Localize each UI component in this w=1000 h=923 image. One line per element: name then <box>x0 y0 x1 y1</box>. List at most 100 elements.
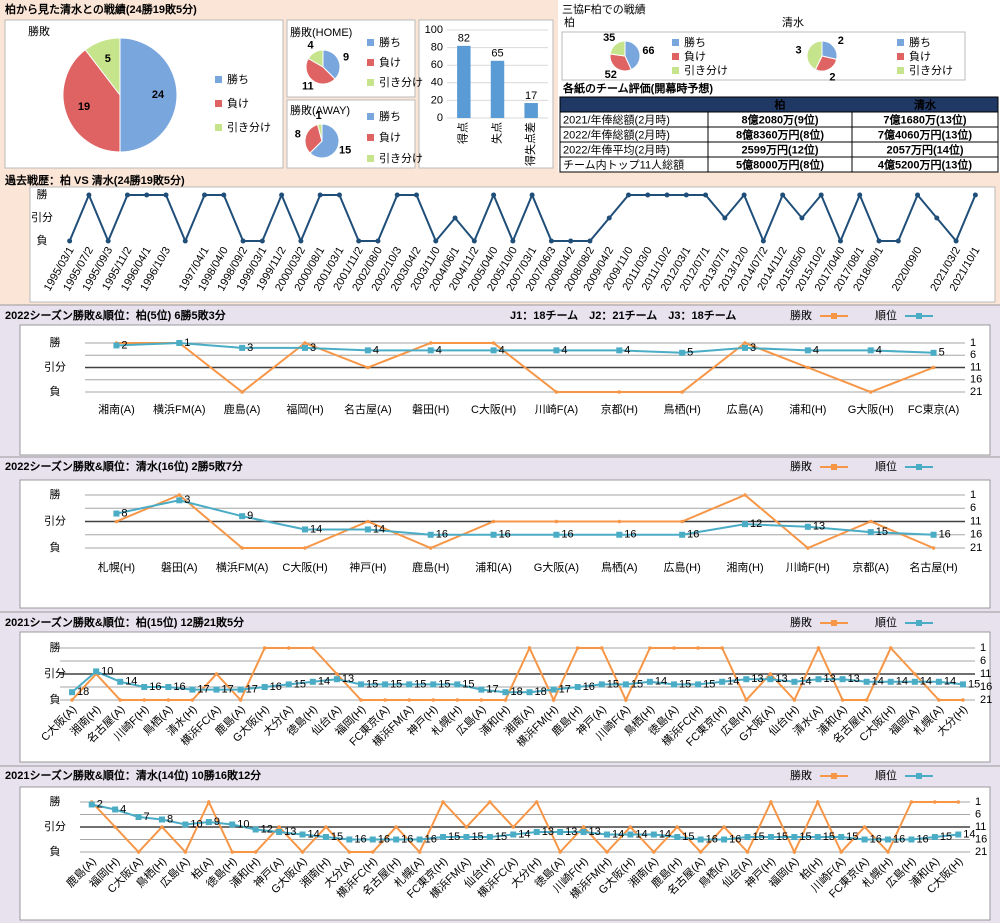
data-label: 15 <box>968 678 980 690</box>
marker <box>743 341 747 345</box>
marker <box>743 493 747 497</box>
marker <box>393 836 400 843</box>
marker <box>955 831 962 838</box>
marker <box>490 531 497 538</box>
data-label: 14 <box>872 676 884 688</box>
marker <box>645 192 651 198</box>
data-label: 15 <box>366 678 378 690</box>
marker <box>953 238 959 244</box>
marker <box>136 850 141 854</box>
x-tick-label: C大阪(H) <box>282 560 327 574</box>
marker <box>478 686 485 693</box>
marker <box>240 390 244 394</box>
marker <box>113 510 120 517</box>
marker <box>238 698 243 702</box>
legend-swatch <box>367 59 374 66</box>
x-tick-label: 神戸(H) <box>349 560 386 574</box>
cell-text: 7億1680万(13位) <box>883 112 966 126</box>
legend-label: 負け <box>684 50 706 63</box>
marker <box>886 850 890 854</box>
marker <box>972 192 978 198</box>
marker <box>575 646 580 650</box>
marker <box>742 344 748 351</box>
x-tick-label: 京都(H) <box>601 402 638 416</box>
data-label: 14 <box>635 828 647 840</box>
marker <box>551 698 556 702</box>
data-label: 15 <box>753 831 765 843</box>
data-label: 15 <box>331 831 343 843</box>
y-tick-label: 勝 <box>50 335 61 349</box>
data-label: 13 <box>813 521 825 533</box>
data-label: 14 <box>944 676 956 688</box>
data-label: 12 <box>750 518 762 530</box>
marker <box>937 698 941 702</box>
marker <box>791 678 798 685</box>
marker <box>299 831 306 838</box>
marker <box>124 192 130 198</box>
x-tick-label: 鳥栖(H) <box>664 402 701 416</box>
marker <box>488 800 492 804</box>
data-label: 15 <box>495 831 507 843</box>
slice-label: 15 <box>339 144 351 156</box>
marker <box>838 834 845 840</box>
marker <box>88 801 95 808</box>
data-label: 3 <box>750 342 756 354</box>
marker <box>118 698 122 702</box>
marker <box>322 834 329 840</box>
marker <box>792 850 797 854</box>
line <box>71 670 964 694</box>
x-tick-label: 湘南(A) <box>98 402 135 416</box>
data-label: 15 <box>462 678 474 690</box>
cell-text: 8億8360万円(8位) <box>736 127 824 141</box>
marker <box>183 850 188 854</box>
marker <box>113 825 117 829</box>
data-label: 13 <box>751 673 763 685</box>
data-label: 15 <box>607 678 619 690</box>
legend-swatch <box>897 39 904 46</box>
marker <box>648 646 652 650</box>
marker <box>286 646 291 650</box>
marker <box>887 678 894 685</box>
y2-tick-label: 16 <box>970 529 982 541</box>
marker <box>780 192 786 198</box>
y-tick-label: 100 <box>425 24 443 36</box>
marker <box>491 519 496 524</box>
marker <box>428 546 433 550</box>
marker <box>510 831 517 838</box>
slice-label: 4 <box>307 39 314 51</box>
legend-swatch <box>367 79 374 86</box>
data-label: 17 <box>222 684 234 696</box>
data-label: 16 <box>436 529 448 541</box>
legend-swatch <box>367 134 374 141</box>
marker <box>557 829 564 835</box>
bar <box>490 60 505 118</box>
marker <box>471 238 477 244</box>
data-label: 15 <box>682 831 694 843</box>
pie-slice <box>305 57 336 85</box>
data-label: 15 <box>631 678 643 690</box>
y2-tick-label: 21 <box>970 542 982 554</box>
data-label: 15 <box>776 831 788 843</box>
line <box>71 645 963 703</box>
x-tick-label: G大阪(A) <box>534 560 579 574</box>
legend-label: 勝ち <box>227 72 249 86</box>
marker <box>587 238 593 244</box>
chart-box <box>19 786 991 921</box>
marker <box>165 684 172 690</box>
marker <box>383 698 387 702</box>
marker <box>309 678 316 685</box>
marker <box>908 836 915 843</box>
marker <box>864 698 869 702</box>
data-label: 14 <box>125 676 137 688</box>
marker <box>646 678 653 685</box>
data-label: 15 <box>823 831 835 843</box>
marker <box>141 684 148 690</box>
data-label: 4 <box>499 344 505 356</box>
x-tick-label: 広島(A) <box>727 402 764 416</box>
marker <box>394 825 398 829</box>
marker <box>375 238 381 244</box>
marker <box>336 192 342 198</box>
marker <box>616 347 623 354</box>
pie-slice <box>316 123 323 142</box>
marker <box>406 681 413 688</box>
